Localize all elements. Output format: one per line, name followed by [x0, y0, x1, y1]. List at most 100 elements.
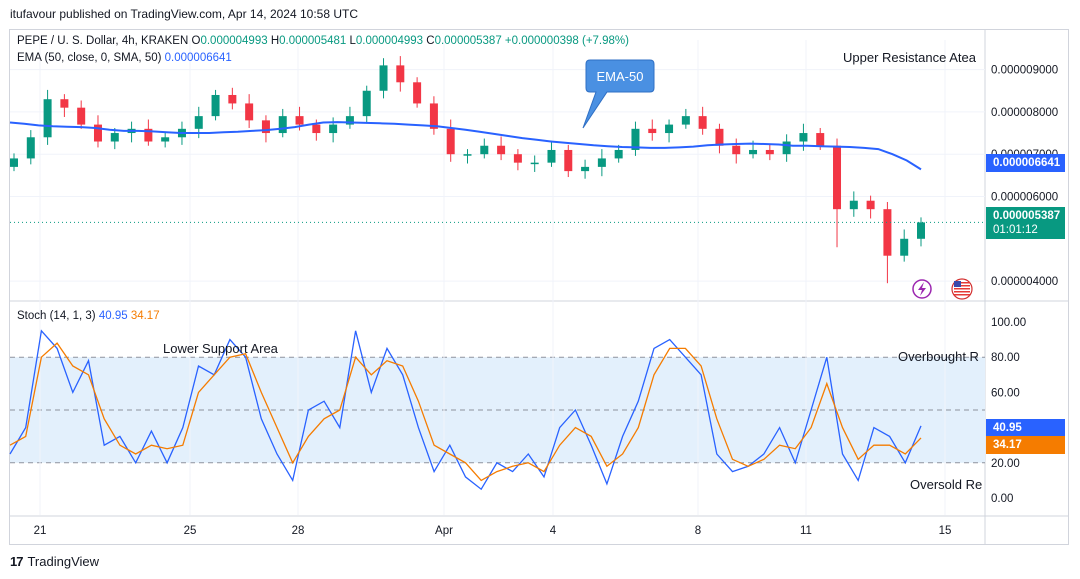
candle-body [900, 238, 909, 256]
price-tick-label: 0.000004000 [991, 276, 1058, 288]
change-value: +0.000000398 (+7.98%) [504, 35, 629, 47]
candle [866, 195, 875, 219]
ema-label[interactable]: EMA (50, close, 0, SMA, 50) [17, 52, 162, 64]
candle [77, 100, 86, 129]
time-tick-label: 28 [292, 525, 305, 537]
candle-body [312, 124, 321, 134]
ema-price-label: 0.000006641 [986, 154, 1065, 172]
candle [547, 140, 556, 167]
candle [849, 191, 858, 217]
candle [614, 144, 623, 163]
ema-value: 0.000006641 [164, 52, 232, 64]
candle [597, 149, 606, 177]
candle-body [329, 124, 338, 134]
ema50-callout: EMA-50 [582, 59, 655, 129]
candle [833, 138, 842, 248]
candle-body [228, 94, 237, 104]
candle [782, 134, 791, 162]
stoch-tick-label: 80.00 [991, 352, 1020, 364]
last-price-value: 0.000005387 [993, 210, 1061, 222]
candle-body [60, 99, 69, 108]
stoch-k-value: 40.95 [98, 310, 128, 322]
candle-body [833, 145, 842, 210]
stoch-tick-label: 0.00 [991, 493, 1013, 505]
chart-frame [9, 29, 1069, 545]
overbought-note: Overbought R [898, 349, 979, 364]
candle [631, 121, 640, 156]
candles [10, 56, 925, 284]
candle [530, 155, 539, 172]
us-flag-icon[interactable] [951, 278, 973, 300]
upper-resistance-note: Upper Resistance Atea [843, 50, 977, 65]
candle-body [782, 141, 791, 155]
tradingview-mark-icon: 17 [10, 554, 24, 569]
candle [665, 119, 674, 143]
candle-body [144, 128, 153, 142]
stoch-label[interactable]: Stoch (14, 1, 3) [17, 310, 96, 322]
candle-body [211, 94, 220, 117]
candle [732, 138, 741, 164]
candle [261, 115, 270, 143]
time-tick-label: 8 [695, 525, 701, 537]
candle-body [110, 133, 119, 142]
symbol-name[interactable]: PEPE / U. S. Dollar, 4h, KRAKEN [17, 35, 189, 47]
candle [10, 153, 18, 172]
candle [564, 144, 573, 178]
candle [900, 229, 909, 262]
last-price-label: 0.000005387 01:01:12 [986, 207, 1065, 239]
candle-body [396, 65, 405, 83]
tradingview-logo[interactable]: 17 TradingView [10, 554, 99, 569]
lightning-icon[interactable] [912, 279, 932, 299]
candle [144, 119, 153, 146]
candle-body [564, 149, 573, 172]
candle [60, 94, 69, 117]
stoch-d-value: 34.17 [130, 310, 160, 322]
close-value: 0.000005387 [434, 35, 502, 47]
price-tick-label: 0.000006000 [991, 191, 1058, 203]
time-tick-label: Apr [435, 525, 453, 537]
candle-body [77, 107, 86, 125]
candle-body [93, 124, 102, 142]
candle-body [749, 149, 758, 155]
candle-body [597, 158, 606, 167]
candle-body [883, 209, 892, 256]
candle [429, 96, 438, 135]
candle-body [513, 154, 522, 163]
candle-body [480, 145, 489, 155]
candle-body [362, 90, 371, 117]
candle-body [614, 149, 623, 159]
candle-body [866, 200, 875, 210]
stoch-k-line [9, 329, 922, 491]
candle-body [345, 116, 354, 125]
candle [211, 89, 220, 121]
candle-body [26, 137, 35, 159]
price-tick-label: 0.000009000 [991, 65, 1058, 77]
time-tick-label: 15 [939, 525, 952, 537]
candle [917, 217, 925, 247]
candle [765, 144, 774, 161]
ema-legend: EMA (50, close, 0, SMA, 50) 0.000006641 [17, 52, 232, 64]
candle-body [581, 166, 590, 172]
candle [26, 130, 35, 165]
candle [245, 94, 254, 128]
candle [161, 132, 170, 148]
candle-body [10, 158, 18, 167]
stoch-tick-label: 60.00 [991, 387, 1020, 399]
time-tick-label: 11 [800, 525, 812, 537]
bar-countdown: 01:01:12 [993, 224, 1038, 236]
candle-body [698, 116, 707, 129]
tradingview-wordmark: TradingView [27, 554, 100, 569]
stoch-k-label: 40.95 [986, 419, 1065, 437]
candle-body [715, 128, 724, 146]
candle-body [765, 149, 774, 155]
candle [698, 106, 707, 135]
candle [127, 121, 136, 143]
stoch-d-line [9, 342, 922, 482]
candle-body [681, 116, 690, 125]
time-tick-label: 25 [184, 525, 197, 537]
candle [345, 106, 354, 129]
candle-body [43, 99, 52, 138]
lower-support-note: Lower Support Area [163, 341, 279, 356]
stoch-legend: Stoch (14, 1, 3) 40.95 34.17 [17, 310, 160, 322]
